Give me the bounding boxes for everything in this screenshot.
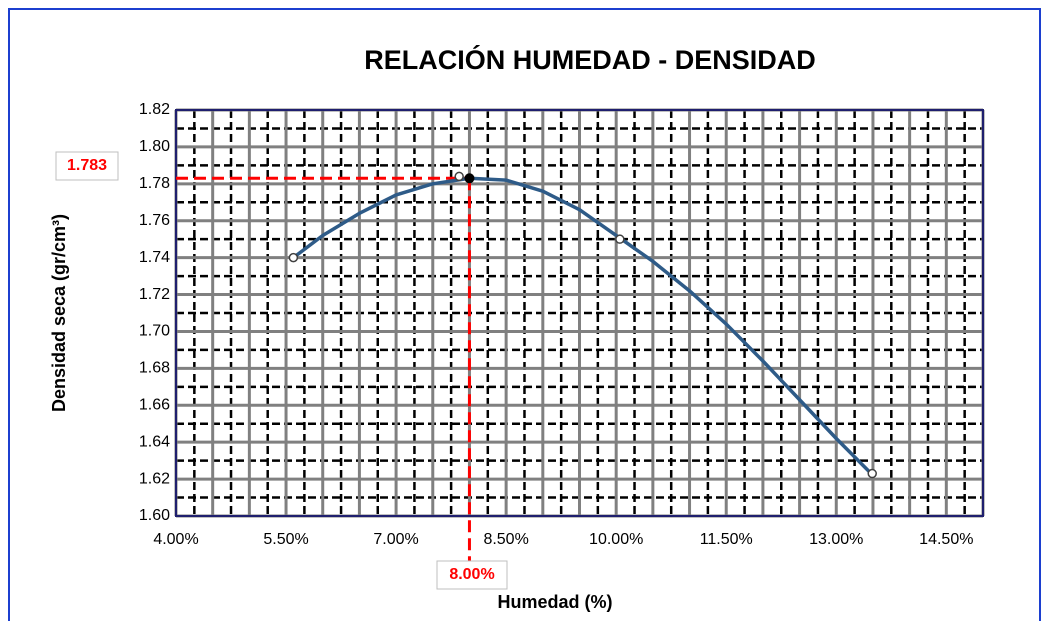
optimum-y-label: 1.783	[67, 157, 107, 174]
y-tick-label: 1.66	[139, 396, 170, 413]
frame	[8, 8, 1041, 621]
y-tick-label: 1.68	[139, 360, 170, 377]
y-axis-label: Densidad seca (gr/cm³)	[49, 214, 69, 412]
y-tick-label: 1.78	[139, 175, 170, 192]
data-point	[288, 252, 299, 263]
data-point	[615, 234, 625, 244]
data-point	[867, 468, 877, 479]
y-tick-label: 1.70	[139, 323, 170, 340]
optimum-x-box	[436, 560, 508, 590]
chart-title: RELACIÓN HUMEDAD - DENSIDAD	[364, 44, 816, 75]
fit-curve	[292, 176, 875, 477]
data-point	[454, 171, 464, 182]
x-tick-label: 14.50%	[919, 531, 973, 548]
y-tick-label: 1.64	[139, 433, 170, 450]
x-tick-label: 8.50%	[483, 531, 528, 548]
optimum-point	[464, 173, 475, 184]
y-tick-label: 1.80	[139, 138, 170, 155]
plot-border	[175, 109, 984, 517]
y-tick-label: 1.82	[139, 101, 170, 118]
x-tick-label: 13.00%	[809, 531, 863, 548]
x-tick-label: 11.50%	[700, 531, 753, 548]
y-tick-label: 1.74	[139, 249, 170, 266]
x-axis-label: Humedad (%)	[497, 592, 612, 612]
x-tick-label: 7.00%	[373, 531, 418, 548]
y-tick-label: 1.62	[139, 470, 170, 487]
optimum-y-box	[55, 151, 119, 181]
y-tick-label: 1.60	[139, 507, 170, 524]
x-tick-label: 10.00%	[589, 531, 643, 548]
y-tick-label: 1.76	[139, 212, 170, 229]
x-tick-label: 5.50%	[263, 531, 308, 548]
x-tick-label: 4.00%	[153, 531, 198, 548]
y-tick-label: 1.72	[139, 286, 170, 303]
optimum-x-label: 8.00%	[449, 566, 494, 583]
